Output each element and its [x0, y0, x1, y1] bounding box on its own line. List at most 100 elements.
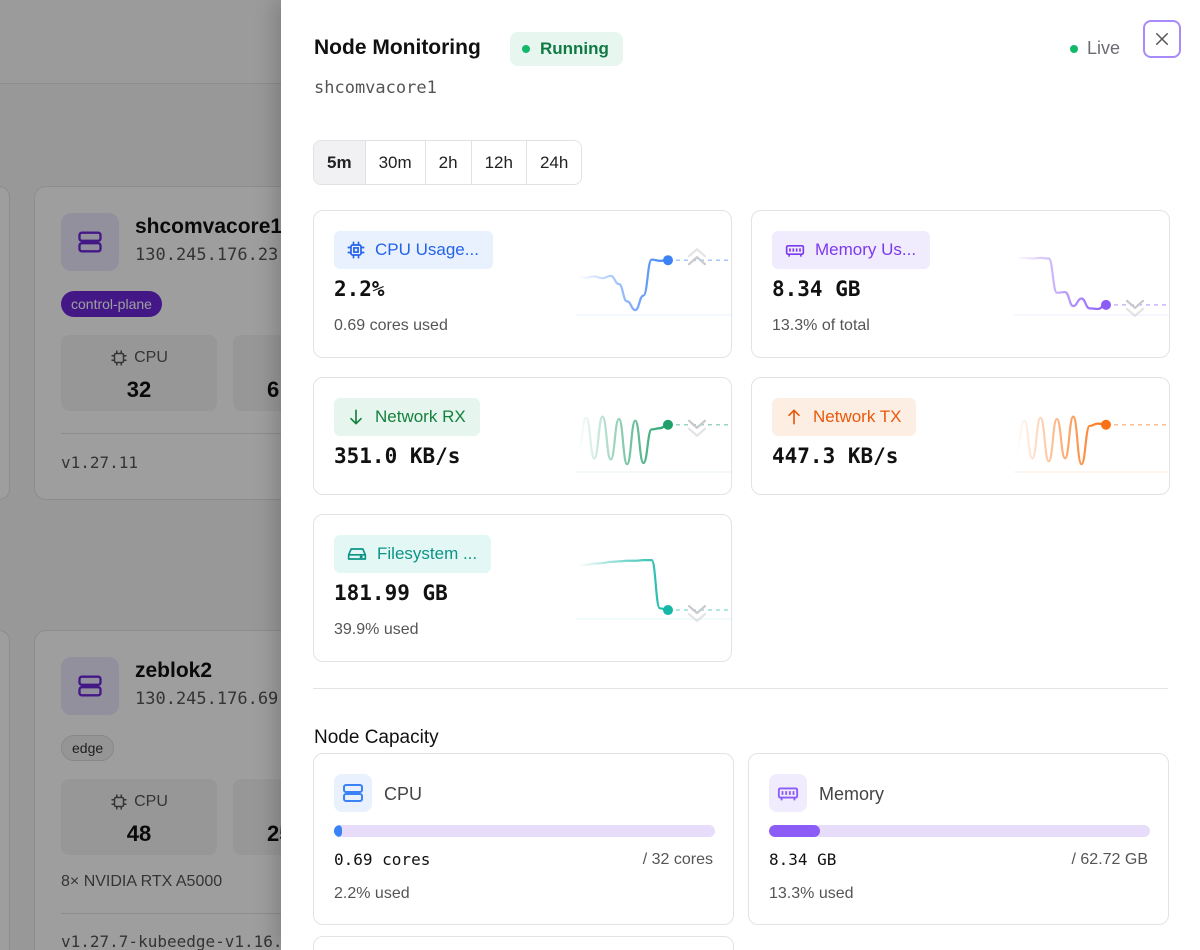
live-dot: [1070, 44, 1078, 53]
metric-label: Network RX: [375, 407, 466, 426]
capacity-bar-fill: [334, 825, 343, 837]
divider: [61, 433, 323, 434]
cpu-icon: [347, 241, 365, 259]
metric-card-cpu[interactable]: CPU Usage... 2.2% 0.69 cores used: [313, 210, 732, 358]
server-icon: [334, 774, 372, 812]
node-ip: 130.245.176.23: [135, 245, 279, 265]
status-dot: [522, 45, 530, 53]
capacity-label: Memory: [819, 784, 885, 804]
cpu-stat-label: CPU: [134, 349, 168, 366]
metric-label: Filesystem ...: [377, 544, 478, 563]
metric-chip: Network TX: [772, 398, 916, 436]
section-divider: [313, 688, 1168, 689]
sparkline-line: [576, 258, 670, 312]
metric-card-filesystem[interactable]: Filesystem ... 181.99 GB 39.9% used: [313, 514, 732, 662]
status-badge: Running: [510, 32, 623, 66]
node-role-tag: edge: [61, 735, 115, 761]
metric-card-network-rx[interactable]: Network RX 351.0 KB/s: [313, 377, 732, 495]
sparkline-line: [576, 415, 670, 466]
sparkline-chart: [576, 248, 731, 316]
metric-value: 351.0 KB/s: [334, 444, 461, 468]
metric-label: CPU Usage...: [375, 240, 479, 259]
sparkline-chart: [1014, 415, 1169, 473]
capacity-used: 0.69 cores: [334, 850, 431, 869]
metric-value: 181.99 GB: [334, 581, 448, 605]
chevron-down-icon: [1125, 299, 1145, 317]
memory-icon: [785, 245, 805, 257]
metric-chip: Network RX: [334, 398, 480, 436]
cpu-stat: CPU 48: [61, 779, 217, 855]
metric-label: Memory Us...: [815, 240, 917, 259]
cpu-icon: [111, 794, 127, 810]
arrow-up-icon: [788, 409, 800, 425]
live-label: Live: [1087, 38, 1121, 58]
metric-subtext: 0.69 cores used: [334, 317, 448, 334]
range-30m[interactable]: 30m: [365, 141, 426, 184]
cpu-stat-label: CPU: [134, 793, 168, 810]
capacity-percent: 13.3% used: [769, 885, 854, 902]
chevron-down-icon: [687, 604, 707, 623]
chevron-down-icon: [687, 419, 707, 437]
sparkline-line: [576, 559, 670, 612]
node-monitoring-drawer: Node Monitoring Running shcomvacore1 Liv…: [281, 0, 1200, 950]
cpu-icon: [111, 350, 127, 366]
capacity-total: / 62.72 GB: [1071, 851, 1149, 868]
node-version: v1.27.11: [61, 453, 139, 472]
node-name: zeblok2: [135, 659, 213, 682]
time-range-selector: 5m 30m 2h 12h 24h: [313, 140, 583, 185]
sparkline-current-point: [663, 419, 673, 430]
metric-subtext: 39.9% used: [334, 621, 419, 638]
server-icon: [61, 657, 119, 715]
node-version: v1.27.7-kubeedge-v1.16.: [61, 932, 283, 950]
range-5m[interactable]: 5m: [314, 141, 366, 184]
metric-chip: Filesystem ...: [334, 535, 492, 573]
cpu-stat: CPU 32: [61, 335, 217, 411]
range-2h[interactable]: 2h: [425, 141, 472, 184]
drive-icon: [347, 548, 367, 560]
capacity-section-title: Node Capacity: [314, 727, 439, 748]
sparkline-chart: [576, 415, 731, 473]
metric-chip: Memory Us...: [772, 231, 931, 269]
sparkline-current-point: [1101, 419, 1111, 430]
cpu-stat-value: 32: [126, 377, 152, 402]
node-role-tag: control-plane: [61, 291, 162, 317]
metric-chip: CPU Usage...: [334, 231, 493, 269]
sparkline-current-point: [663, 255, 673, 266]
metric-value: 8.34 GB: [772, 277, 861, 301]
status-text: Running: [540, 39, 609, 58]
capacity-label: CPU: [384, 784, 423, 804]
capacity-total: / 32 cores: [642, 851, 713, 868]
node-gpu: 8× NVIDIA RTX A5000: [61, 873, 223, 890]
sparkline-chart: [1014, 256, 1169, 317]
metric-value: 447.3 KB/s: [772, 444, 899, 468]
sparkline-line: [1014, 256, 1108, 311]
memory-icon: [769, 774, 807, 812]
capacity-bar-track: [769, 825, 1150, 837]
metric-card-network-tx[interactable]: Network TX 447.3 KB/s: [751, 377, 1170, 495]
capacity-used: 8.34 GB: [769, 850, 837, 869]
node-ip: 130.245.176.69: [135, 689, 279, 709]
range-12h[interactable]: 12h: [471, 141, 527, 184]
cpu-stat-value: 48: [126, 821, 152, 846]
range-24h[interactable]: 24h: [526, 141, 582, 184]
capacity-bar-fill: [769, 825, 820, 837]
sparkline-current-point: [663, 605, 673, 616]
close-button[interactable]: [1143, 20, 1181, 58]
sparkline-line: [1014, 415, 1108, 466]
capacity-bar-track: [334, 825, 715, 837]
capacity-card-cpu: CPU 0.69 cores / 32 cores 2.2% used: [313, 753, 734, 925]
sparkline-chart: [576, 559, 731, 623]
metric-value: 2.2%: [334, 277, 385, 301]
node-name: shcomvacore1: [135, 215, 283, 238]
capacity-percent: 2.2% used: [334, 885, 410, 902]
metric-label: Network TX: [813, 407, 902, 426]
metric-card-memory[interactable]: Memory Us... 8.34 GB 13.3% of total: [751, 210, 1170, 358]
sparkline-current-point: [1101, 299, 1111, 310]
capacity-card-partial: [313, 936, 734, 950]
live-indicator: Live: [1070, 38, 1120, 59]
server-icon: [61, 213, 119, 271]
node-name-subtitle: shcomvacore1: [314, 78, 437, 98]
arrow-down-icon: [350, 409, 362, 425]
capacity-card-memory: Memory 8.34 GB / 62.72 GB 13.3% used: [748, 753, 1169, 925]
x-icon: [1156, 33, 1168, 45]
